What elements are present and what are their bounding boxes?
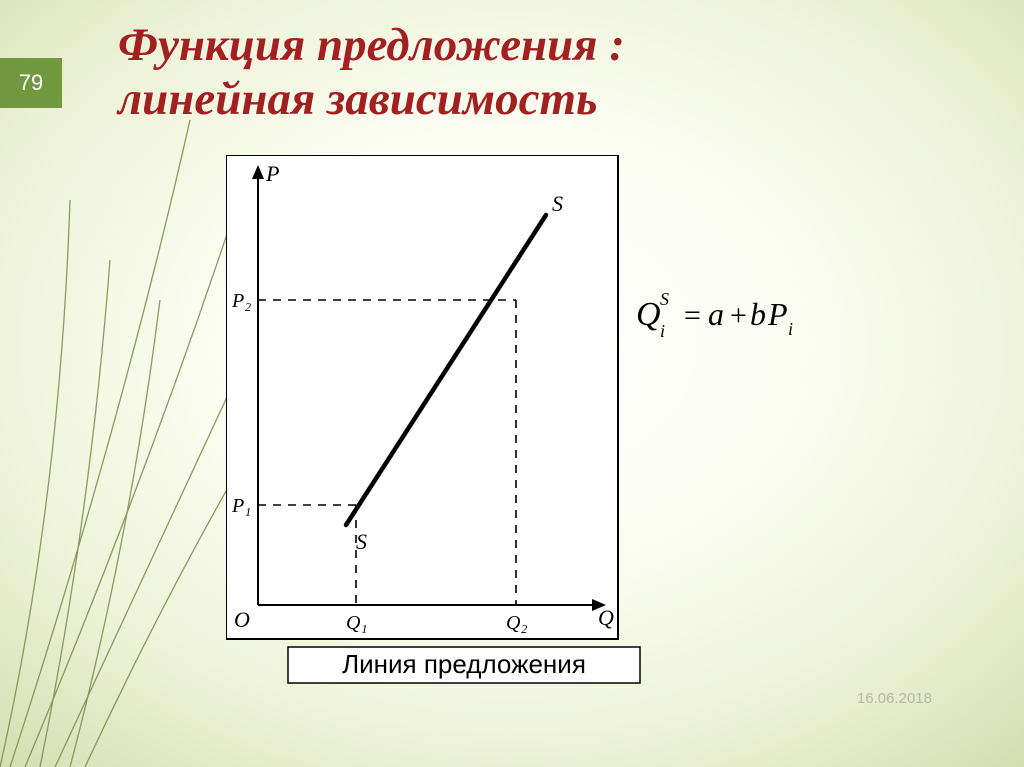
supply-formula: Q S i = a + b P i [636, 289, 793, 341]
y-axis-label: P [265, 161, 279, 186]
ytick-p2: P₂ [231, 290, 251, 312]
formula-P: P [767, 296, 788, 332]
caption-text: Линия предложения [342, 649, 586, 679]
formula-Q: Q [636, 296, 661, 333]
formula-sub-i: i [660, 321, 665, 341]
chart-frame [226, 155, 618, 639]
page-number: 79 [19, 70, 43, 96]
title-line-1: Функция предложения : [118, 19, 625, 71]
title-line-2: линейная зависимость [118, 73, 597, 125]
supply-label-start: S [356, 529, 367, 554]
slide-title: Функция предложения : линейная зависимос… [118, 18, 918, 126]
formula-plus: + [730, 299, 747, 332]
footer-date: 16.06.2018 [857, 690, 932, 707]
slide: 79 Функция предложения : линейная зависи… [0, 0, 1024, 767]
formula-Psub: i [788, 319, 793, 339]
supply-chart: P Q O P₁ P₂ Q₁ Q₂ S S Q S i = a [226, 155, 796, 685]
origin-label: O [234, 607, 250, 632]
x-axis-label: Q [598, 605, 614, 630]
ytick-p1: P₁ [231, 495, 251, 517]
formula-b: b [750, 296, 766, 332]
xtick-q1: Q₁ [346, 612, 367, 634]
formula-eq: = [684, 299, 701, 332]
page-number-badge: 79 [0, 58, 62, 108]
xtick-q2: Q₂ [506, 612, 527, 634]
formula-sup-S: S [660, 289, 669, 309]
formula-a: a [708, 296, 724, 332]
supply-label-end: S [552, 191, 563, 216]
